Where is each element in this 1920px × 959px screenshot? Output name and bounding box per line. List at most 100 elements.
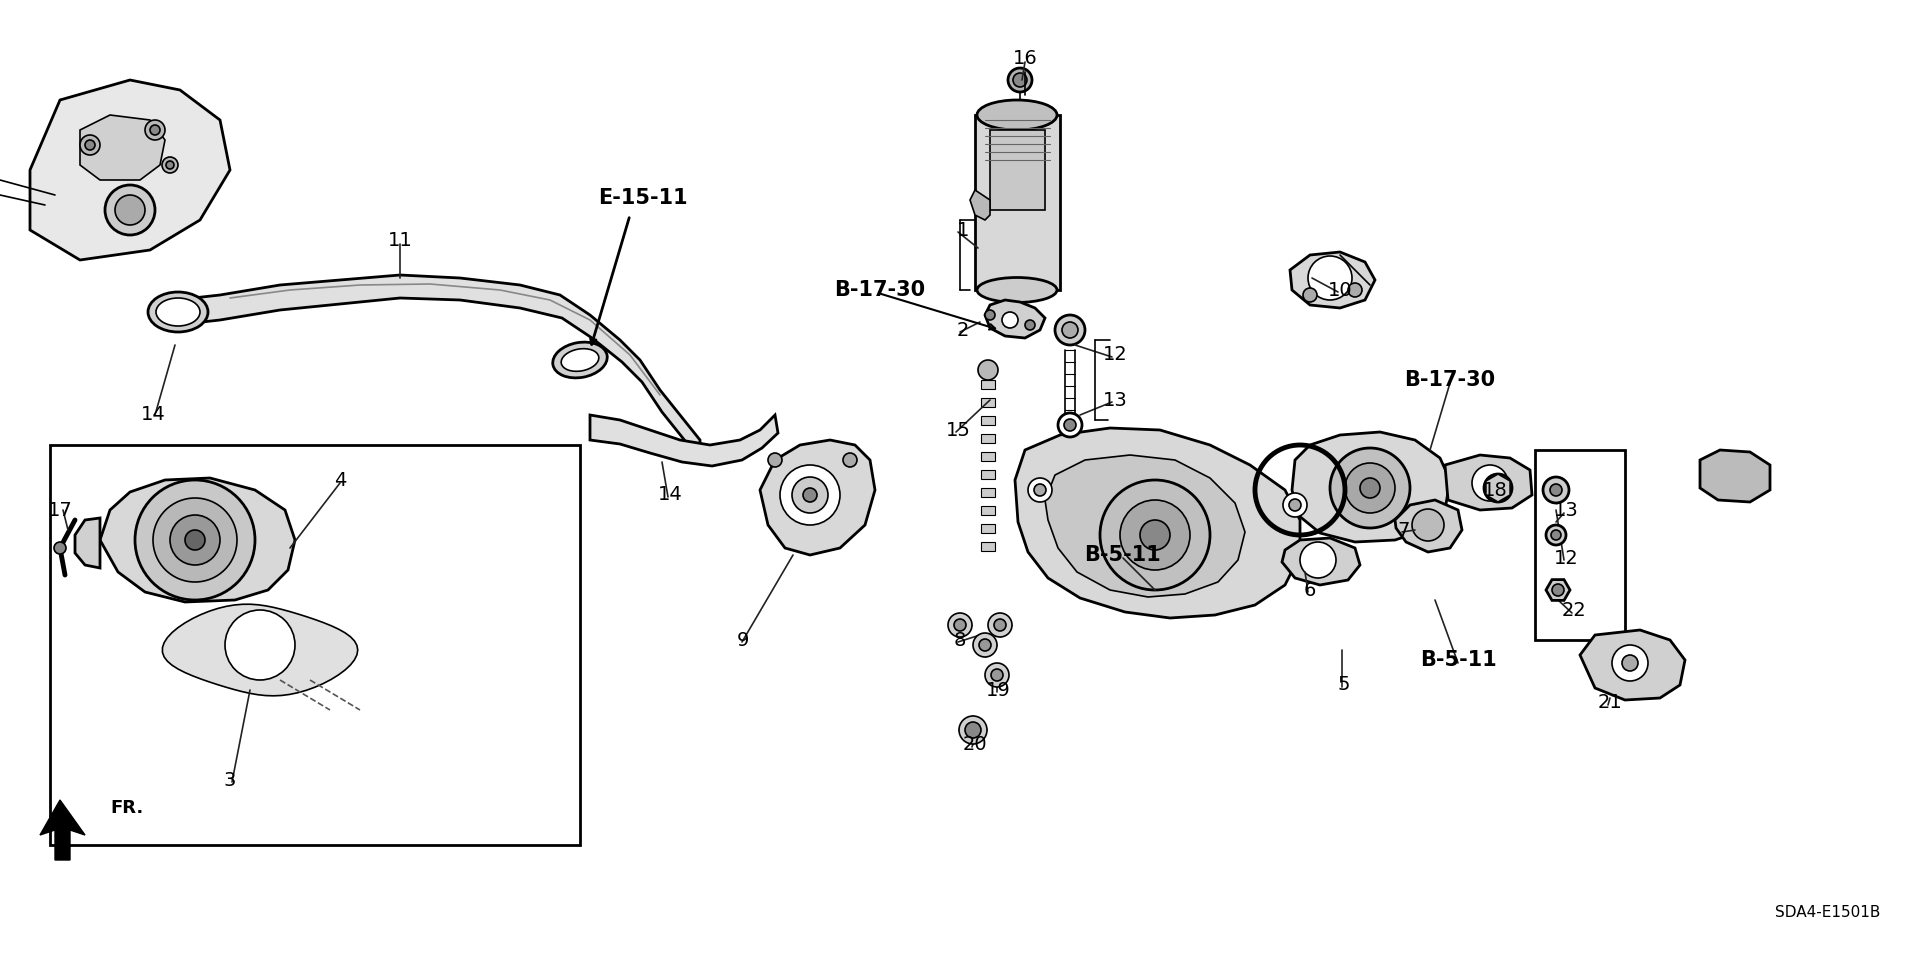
Ellipse shape [561,349,599,371]
Polygon shape [175,275,701,460]
Ellipse shape [977,100,1058,130]
Circle shape [1549,484,1563,496]
Circle shape [1027,478,1052,502]
Text: 10: 10 [1329,280,1352,299]
Circle shape [1119,500,1190,570]
Polygon shape [1546,579,1571,600]
Circle shape [1492,481,1505,495]
Circle shape [768,453,781,467]
Polygon shape [81,115,165,180]
Bar [50,445,580,845]
Polygon shape [1044,455,1244,597]
Text: 21: 21 [1597,693,1622,713]
Polygon shape [100,478,296,602]
Polygon shape [970,190,991,220]
Circle shape [948,613,972,637]
Circle shape [973,633,996,657]
Circle shape [161,157,179,173]
Polygon shape [981,506,995,515]
Circle shape [1359,478,1380,498]
Bar [975,115,1060,290]
Circle shape [1411,509,1444,541]
Circle shape [1100,480,1210,590]
Polygon shape [981,452,995,461]
Circle shape [1054,315,1085,345]
Bar [1534,450,1624,640]
Circle shape [991,669,1002,681]
Circle shape [1331,448,1409,528]
Circle shape [134,480,255,600]
Text: 4: 4 [334,471,346,489]
Text: B-5-11: B-5-11 [1419,650,1496,670]
Circle shape [1288,499,1302,511]
Text: 2: 2 [956,320,970,339]
Circle shape [1473,465,1507,501]
Text: 19: 19 [985,681,1010,699]
Circle shape [1062,322,1077,338]
Text: B-17-30: B-17-30 [1404,370,1496,390]
Polygon shape [981,470,995,479]
Circle shape [780,465,841,525]
Polygon shape [1396,500,1461,552]
Circle shape [1484,474,1513,502]
Polygon shape [981,488,995,497]
Circle shape [1025,320,1035,330]
Ellipse shape [148,292,207,332]
Circle shape [150,125,159,135]
Text: FR.: FR. [109,799,144,817]
Text: 13: 13 [1553,501,1578,520]
Polygon shape [163,604,357,696]
Polygon shape [1290,252,1375,308]
Bar [991,130,1044,210]
Text: 3: 3 [225,770,236,789]
Polygon shape [40,800,84,860]
Circle shape [989,613,1012,637]
Text: 18: 18 [1482,480,1507,500]
Circle shape [1622,655,1638,671]
Circle shape [1304,288,1317,302]
Circle shape [1551,530,1561,540]
Circle shape [81,135,100,155]
Text: SDA4-E1501B: SDA4-E1501B [1774,905,1880,920]
Polygon shape [981,542,995,551]
Text: 22: 22 [1561,600,1586,620]
Circle shape [843,453,856,467]
Polygon shape [985,300,1044,338]
Polygon shape [1486,474,1511,502]
Text: 7: 7 [1398,521,1409,540]
Circle shape [958,716,987,744]
Text: 17: 17 [48,501,73,520]
Ellipse shape [156,298,200,326]
Text: 16: 16 [1012,49,1037,67]
Circle shape [1348,283,1361,297]
Polygon shape [31,80,230,260]
Polygon shape [981,434,995,443]
Text: 13: 13 [1102,390,1127,409]
Text: B-5-11: B-5-11 [1085,545,1162,565]
Text: 1: 1 [956,221,970,240]
Ellipse shape [977,277,1058,302]
Circle shape [106,185,156,235]
Polygon shape [1699,450,1770,502]
Circle shape [115,195,146,225]
Polygon shape [981,398,995,407]
Circle shape [1308,256,1352,300]
Circle shape [803,488,818,502]
Text: 14: 14 [140,406,165,425]
Text: 9: 9 [737,630,749,649]
Circle shape [84,140,94,150]
Circle shape [966,722,981,738]
Circle shape [995,619,1006,631]
Polygon shape [1016,428,1300,618]
Circle shape [171,515,221,565]
Circle shape [791,477,828,513]
Polygon shape [760,440,876,555]
Circle shape [1008,68,1033,92]
Circle shape [165,161,175,169]
Polygon shape [1283,538,1359,585]
Text: 15: 15 [945,420,970,439]
Text: B-17-30: B-17-30 [835,280,925,300]
Text: 6: 6 [1304,580,1317,599]
Circle shape [1346,463,1396,513]
Circle shape [154,498,236,582]
